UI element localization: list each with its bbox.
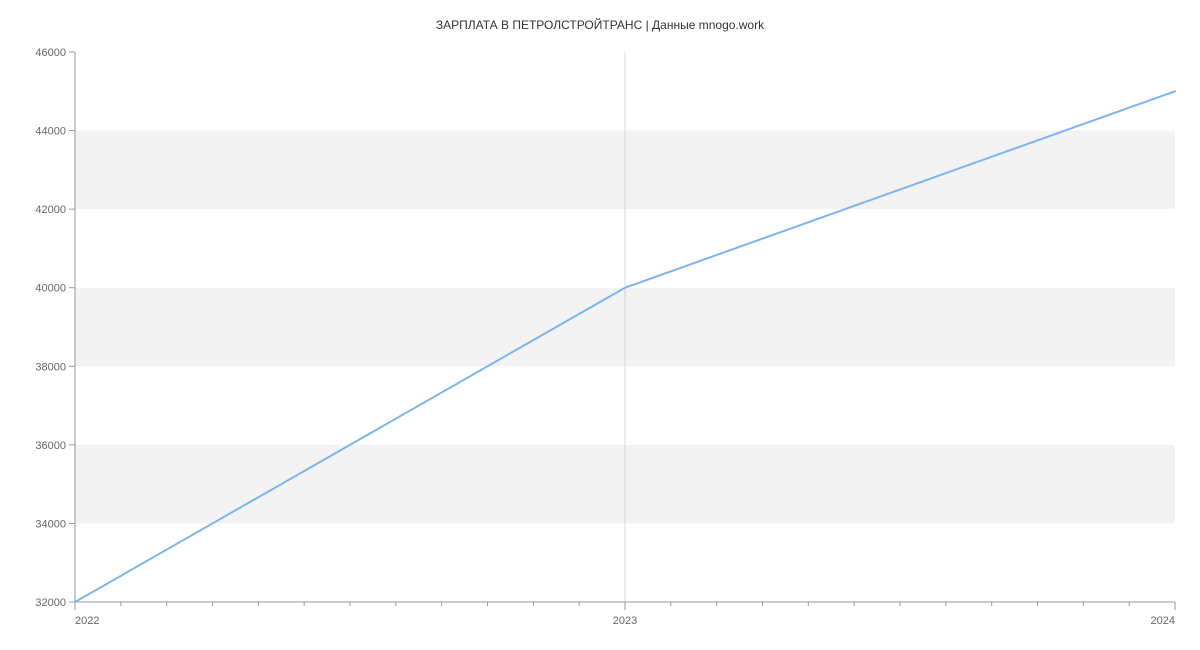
y-tick-label: 44000 <box>35 126 66 138</box>
y-tick-label: 38000 <box>35 361 66 373</box>
y-tick-label: 36000 <box>35 440 66 452</box>
chart-title: ЗАРПЛАТА В ПЕТРОЛСТРОЙТРАНС | Данные mno… <box>0 18 1200 32</box>
y-tick-label: 34000 <box>35 518 66 530</box>
x-tick-label: 2023 <box>613 615 637 627</box>
y-tick-label: 46000 <box>35 47 66 59</box>
y-tick-label: 32000 <box>35 597 66 609</box>
salary-line-chart: ЗАРПЛАТА В ПЕТРОЛСТРОЙТРАНС | Данные mno… <box>0 0 1200 650</box>
x-tick-label: 2024 <box>1151 615 1175 627</box>
y-tick-label: 42000 <box>35 204 66 216</box>
x-tick-label: 2022 <box>75 615 99 627</box>
chart-svg: 32000 34000 36000 38000 40000 42000 44000 46000… <box>0 0 1200 650</box>
y-tick-label: 40000 <box>35 283 66 295</box>
